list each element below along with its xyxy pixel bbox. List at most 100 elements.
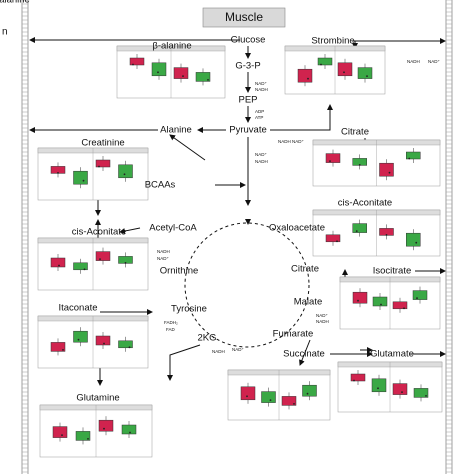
cofactor: NAD⁺ [316, 313, 329, 318]
arrow [299, 339, 311, 366]
box [372, 296, 388, 307]
point [124, 262, 127, 264]
box [325, 234, 341, 243]
point [403, 307, 405, 310]
box [118, 340, 133, 349]
box [73, 262, 88, 271]
box [352, 291, 368, 304]
cofactor: NADH [407, 59, 420, 64]
point [157, 71, 159, 74]
point [380, 303, 382, 306]
point [123, 173, 126, 176]
point [353, 379, 355, 382]
point [343, 71, 345, 74]
box [379, 162, 394, 177]
edge-label: n [2, 27, 8, 38]
point [129, 431, 131, 434]
box [281, 396, 297, 406]
cofactor: ATP [255, 115, 263, 120]
point [415, 241, 418, 244]
node-label: Citrate [291, 264, 319, 275]
box [121, 424, 137, 435]
cofactor: ADP [255, 109, 264, 114]
point [401, 391, 403, 393]
node-label: Creatinine [81, 138, 124, 149]
box [392, 383, 408, 395]
cofactor: FADH₂ [164, 320, 178, 325]
point [128, 346, 131, 349]
box [73, 330, 88, 343]
cofactor: NAD⁺ [292, 139, 305, 144]
point [77, 338, 80, 341]
box [337, 62, 353, 77]
box [118, 164, 133, 179]
point [246, 395, 248, 398]
node-label: Isocitrate [373, 266, 412, 277]
node-label: Glutamine [76, 393, 119, 404]
node-label: Itaconate [58, 303, 97, 314]
box [357, 67, 373, 79]
cofactor: NADH [157, 249, 170, 254]
node-label: Alanine [160, 125, 192, 136]
point [61, 434, 63, 436]
tca-cycle [184, 222, 310, 348]
arrow [169, 134, 206, 161]
box [350, 373, 366, 382]
point [425, 395, 427, 397]
cofactor: NAD⁺ [428, 59, 441, 64]
box [95, 335, 111, 346]
box [195, 72, 211, 82]
point [408, 157, 411, 160]
cofactor: NAD⁺ [232, 347, 245, 352]
box [406, 151, 421, 160]
point [355, 230, 358, 233]
box [406, 232, 421, 247]
box [73, 170, 88, 185]
box [412, 290, 428, 300]
box [352, 223, 367, 233]
box [95, 159, 111, 168]
node-label: G-3-P [235, 61, 260, 72]
node-label: Succinate [283, 349, 325, 360]
node-label: Acetyl-CoA [149, 223, 197, 234]
node-label: Ornithine [160, 266, 199, 277]
node-label: 2KG [197, 333, 216, 344]
node-label: cis-Aconitate [72, 227, 126, 238]
point [99, 258, 101, 260]
box [392, 301, 408, 310]
node-label: Phenylalanine [0, 0, 30, 6]
arrow [270, 104, 333, 131]
box [95, 251, 111, 261]
cofactor: NADH [212, 349, 225, 354]
point [329, 160, 331, 163]
cofactor: NADH [255, 159, 268, 164]
point [58, 264, 60, 267]
point [306, 392, 309, 395]
point [83, 268, 86, 271]
layer: Glucose G-3-P PEP Pyruvate Alanine β-alanine S… [0, 0, 453, 474]
box [240, 386, 256, 401]
box [173, 67, 189, 79]
point [269, 399, 272, 401]
box [50, 342, 66, 352]
cofactor: NAD⁺ [255, 152, 268, 157]
point [207, 79, 209, 81]
point [62, 349, 64, 351]
box [75, 431, 91, 441]
box [151, 62, 167, 77]
node-label: Fumarate [273, 329, 314, 340]
node-label: Tyrosine [171, 304, 207, 315]
node-label: Strombine [311, 36, 354, 47]
node-label: BCAAs [145, 180, 176, 191]
box [371, 378, 387, 393]
cofactor: NAD⁺ [255, 81, 268, 86]
point [103, 427, 105, 430]
arrow [119, 227, 141, 234]
cofactor: NADH [278, 139, 291, 144]
node-label: Glucose [231, 35, 266, 46]
node-label: Glutamate [370, 349, 414, 360]
point [388, 171, 391, 174]
point [358, 164, 361, 166]
point [293, 403, 295, 405]
